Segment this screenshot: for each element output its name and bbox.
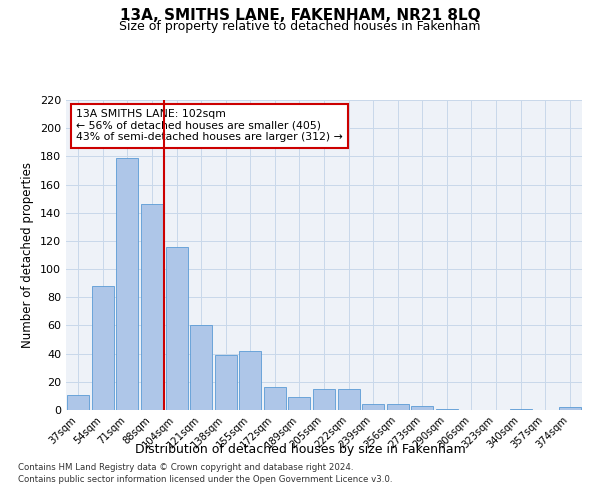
Bar (215, 355, 237, 410)
Bar (67, 394, 89, 410)
Text: Distribution of detached houses by size in Fakenham: Distribution of detached houses by size … (134, 442, 466, 456)
Bar (338, 389, 359, 410)
Bar (264, 388, 286, 410)
Text: Contains HM Land Registry data © Crown copyright and database right 2024.: Contains HM Land Registry data © Crown c… (18, 464, 353, 472)
Text: Size of property relative to detached houses in Fakenham: Size of property relative to detached ho… (119, 20, 481, 33)
Bar (289, 398, 310, 410)
Bar (509, 408, 532, 410)
Bar (141, 204, 163, 410)
Bar (239, 351, 262, 410)
Bar (362, 404, 384, 410)
Y-axis label: Number of detached properties: Number of detached properties (22, 162, 34, 348)
Text: 13A, SMITHS LANE, FAKENHAM, NR21 8LQ: 13A, SMITHS LANE, FAKENHAM, NR21 8LQ (119, 8, 481, 22)
Bar (386, 404, 409, 410)
Bar (166, 246, 188, 410)
Bar (116, 158, 139, 410)
Bar (559, 407, 581, 410)
Bar (436, 408, 458, 410)
Bar (92, 286, 114, 410)
Text: 13A SMITHS LANE: 102sqm
← 56% of detached houses are smaller (405)
43% of semi-d: 13A SMITHS LANE: 102sqm ← 56% of detache… (76, 110, 343, 142)
Bar (313, 389, 335, 410)
Bar (190, 326, 212, 410)
Bar (411, 406, 433, 410)
Text: Contains public sector information licensed under the Open Government Licence v3: Contains public sector information licen… (18, 475, 392, 484)
